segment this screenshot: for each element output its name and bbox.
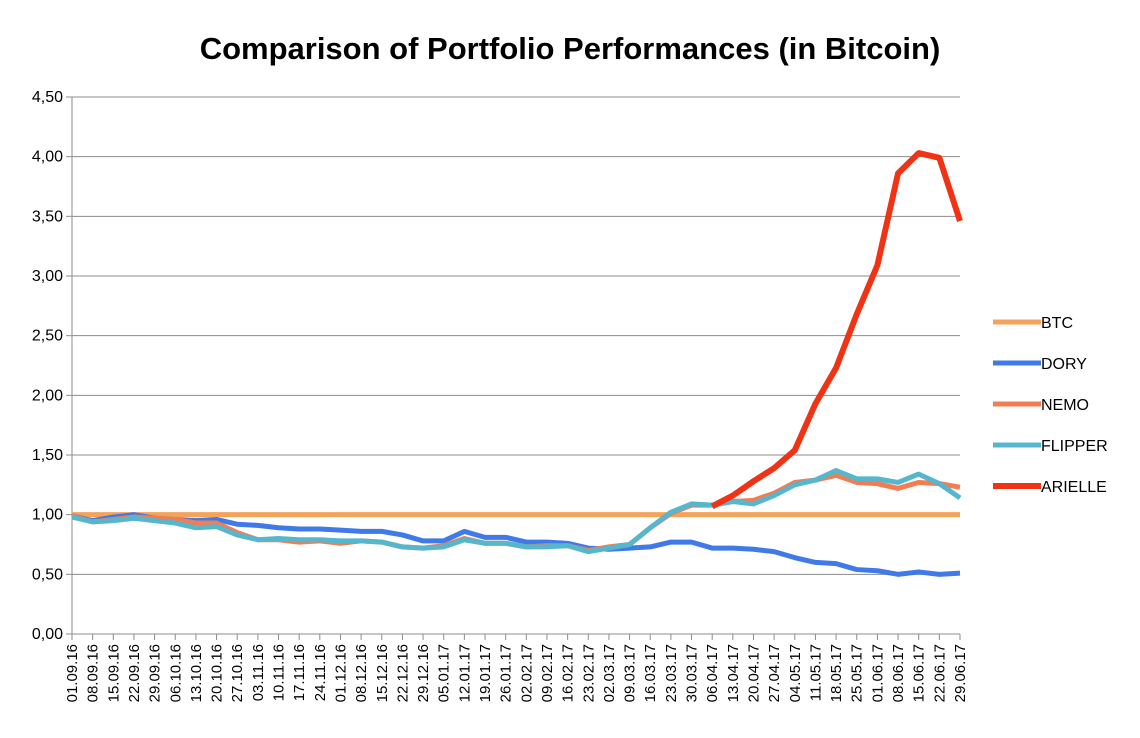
x-tick-label: 16.03.17 [642, 644, 659, 702]
legend-label: NEMO [1041, 397, 1089, 414]
x-tick-label: 27.10.16 [229, 644, 246, 702]
legend-item-flipper: FLIPPER [993, 438, 1108, 455]
x-tick-label: 20.04.17 [745, 644, 762, 702]
series-line-arielle [710, 150, 963, 509]
x-tick-label: 09.02.17 [539, 644, 556, 702]
x-tick-label: 02.02.17 [518, 644, 535, 702]
x-tick-label: 24.11.16 [312, 644, 329, 701]
x-tick-label: 04.05.17 [787, 644, 804, 702]
y-tick-label: 3,00 [32, 268, 63, 285]
y-tick-label: 0,50 [32, 566, 63, 583]
y-tick-label: 2,00 [32, 387, 63, 404]
legend-label: ARIELLE [1041, 479, 1107, 496]
x-tick-label: 18.05.17 [828, 644, 845, 702]
x-tick-label: 06.10.16 [167, 644, 184, 702]
x-tick-label: 23.02.17 [580, 644, 597, 702]
x-tick-label: 29.12.16 [415, 644, 432, 702]
x-tick-label: 02.03.17 [601, 644, 618, 702]
legend-item-arielle: ARIELLE [993, 479, 1107, 496]
x-tick-label: 08.12.16 [353, 644, 370, 702]
x-tick-label: 05.01.17 [436, 644, 453, 702]
y-tick-label: 2,50 [32, 328, 63, 345]
legend-label: FLIPPER [1041, 438, 1108, 455]
legend-item-nemo: NEMO [993, 397, 1089, 414]
x-tick-label: 22.12.16 [394, 644, 411, 702]
x-tick-label: 01.12.16 [332, 644, 349, 702]
legend-item-dory: DORY [993, 356, 1087, 373]
series-line-flipper [71, 468, 962, 555]
x-tick-label: 22.06.17 [931, 644, 948, 702]
y-tick-label: 0,00 [32, 626, 63, 643]
x-tick-label: 22.09.16 [126, 644, 143, 702]
x-tick-label: 10.11.16 [271, 644, 288, 701]
y-axis-ticks: 0,00 0,50 1,00 1,50 2,00 2,50 3,00 3,50 4,00 4,50 [32, 89, 63, 643]
x-tick-label: 08.06.17 [890, 644, 907, 702]
x-tick-label: 15.09.16 [105, 644, 122, 702]
y-tick-label: 3,50 [32, 208, 63, 225]
y-tick-label: 4,50 [32, 89, 63, 106]
x-tick-label: 19.01.17 [477, 644, 494, 702]
x-tick-label: 27.04.17 [766, 644, 783, 702]
x-tick-label: 01.09.16 [64, 644, 81, 702]
x-tick-label: 12.01.17 [456, 644, 473, 702]
x-tick-label: 15.12.16 [374, 644, 391, 702]
x-tick-label: 11.05.17 [807, 644, 824, 701]
y-tick-label: 1,50 [32, 447, 63, 464]
x-tick-label: 25.05.17 [849, 644, 866, 702]
legend-item-btc: BTC [993, 315, 1073, 332]
x-tick-label: 08.09.16 [85, 644, 102, 702]
y-tick-label: 1,00 [32, 507, 63, 524]
legend: BTC DORY NEMO FLIPPER ARIELLE [993, 315, 1108, 496]
x-tick-label: 23.03.17 [663, 644, 680, 702]
legend-label: BTC [1041, 315, 1073, 332]
x-tick-label: 09.03.17 [622, 644, 639, 702]
x-tick-label: 15.06.17 [911, 644, 928, 702]
x-tick-label: 29.06.17 [952, 644, 969, 702]
x-tick-label: 16.02.17 [560, 644, 577, 702]
series-line-dory [71, 512, 961, 577]
x-tick-label: 03.11.16 [250, 644, 267, 701]
x-tick-label: 20.10.16 [209, 644, 226, 702]
series-layer [71, 150, 963, 577]
legend-label: DORY [1041, 356, 1087, 373]
x-tick-label: 30.03.17 [684, 644, 701, 702]
chart-title: Comparison of Portfolio Performances (in… [200, 31, 941, 66]
x-tick-label: 06.04.17 [704, 644, 721, 702]
x-tick-label: 13.10.16 [188, 644, 205, 702]
x-axis-ticks: 01.09.16 08.09.16 15.09.16 22.09.16 29.09.16… [64, 644, 969, 702]
x-tick-label: 26.01.17 [498, 644, 515, 702]
y-tick-label: 4,00 [32, 149, 63, 166]
x-tick-label: 01.06.17 [869, 644, 886, 702]
x-tick-label: 13.04.17 [725, 644, 742, 702]
x-tick-label: 17.11.16 [291, 644, 308, 701]
x-tick-label: 29.09.16 [147, 644, 164, 702]
